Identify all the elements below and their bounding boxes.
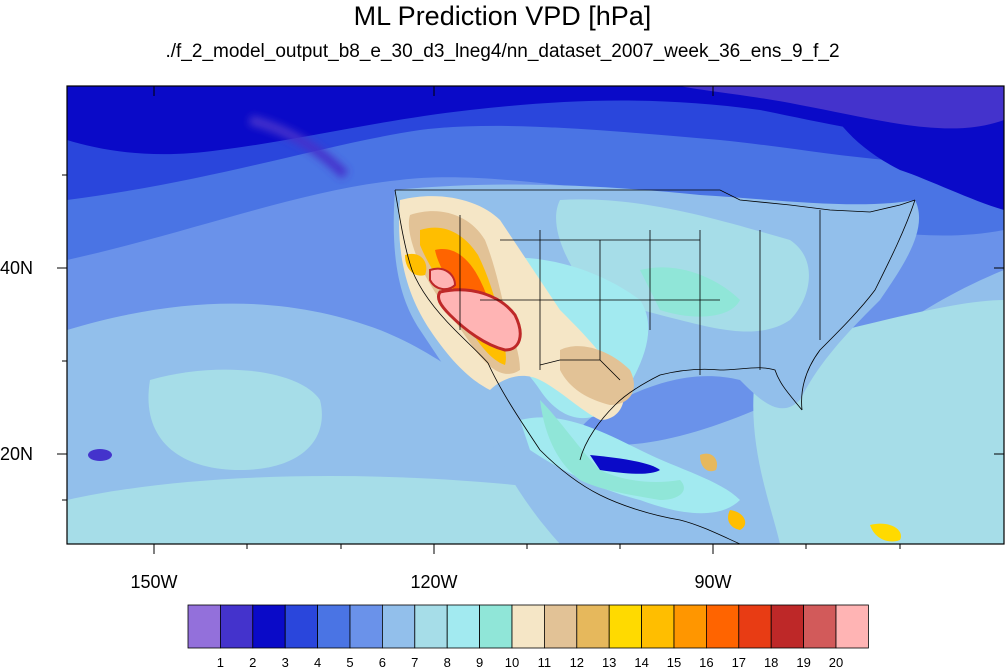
- colorbar-swatch: [576, 604, 610, 649]
- colorbar-label: 12: [569, 655, 585, 670]
- colorbar-swatch: [446, 604, 481, 649]
- colorbar-swatch: [252, 604, 286, 649]
- colorbar-label: 2: [249, 655, 257, 670]
- colorbar-swatch: [219, 604, 254, 649]
- lat-label-20n: 20N: [0, 444, 34, 464]
- colorbar-swatch: [381, 604, 416, 649]
- map-field: [67, 86, 1004, 544]
- colorbar-label: 17: [731, 655, 747, 670]
- page-title: ML Prediction VPD [hPa]: [353, 1, 652, 31]
- page-subtitle: ./f_2_model_output_b8_e_30_d3_lneg4/nn_d…: [165, 41, 840, 62]
- colorbar-label: 7: [411, 655, 419, 670]
- lon-label-120w: 120W: [410, 572, 458, 592]
- colorbar-label: 13: [601, 655, 617, 670]
- colorbar-swatch: [738, 604, 772, 649]
- colorbar-swatch: [317, 604, 351, 649]
- colorbar-swatch: [511, 604, 545, 649]
- colorbar-swatch: [544, 604, 578, 649]
- colorbar-label: 5: [346, 655, 354, 670]
- colorbar-label: 3: [281, 655, 289, 670]
- vpd-map: [57, 85, 1005, 554]
- colorbar-swatch: [349, 604, 383, 649]
- colorbar-label: 4: [313, 655, 322, 670]
- colorbar-swatch: [803, 604, 837, 649]
- colorbar-label: 11: [537, 655, 552, 670]
- colorbar-label: 10: [504, 655, 520, 670]
- colorbar-swatch: [284, 604, 319, 649]
- colorbar-label: 16: [699, 655, 714, 670]
- map-frame: [66, 85, 1005, 545]
- colorbar-swatch: [770, 604, 805, 649]
- colorbar-swatch: [641, 604, 675, 649]
- colorbar-label: 6: [378, 655, 386, 670]
- lat-label-40n: 40N: [0, 258, 34, 278]
- colorbar-label: 9: [475, 655, 484, 670]
- colorbar-swatch: [835, 604, 869, 649]
- lon-label-90w: 90W: [694, 572, 732, 592]
- colorbar-label: 1: [216, 655, 224, 670]
- colorbar-swatch: [706, 604, 740, 649]
- map-ticks: [57, 86, 1004, 554]
- colorbar-label: 18: [763, 655, 779, 670]
- colorbar-label: 19: [796, 655, 811, 670]
- lon-label-150w: 150W: [130, 572, 178, 592]
- colorbar-label: 20: [828, 655, 844, 670]
- colorbar-swatch: [608, 604, 643, 649]
- colorbar-swatch: [479, 604, 513, 649]
- colorbar-swatch: [673, 604, 707, 649]
- colorbar-swatch: [187, 604, 221, 649]
- colorbar-label: 8: [443, 655, 451, 670]
- colorbar-label: 14: [634, 655, 649, 670]
- colorbar-swatch: [414, 604, 448, 649]
- colorbar-label: 15: [666, 655, 682, 670]
